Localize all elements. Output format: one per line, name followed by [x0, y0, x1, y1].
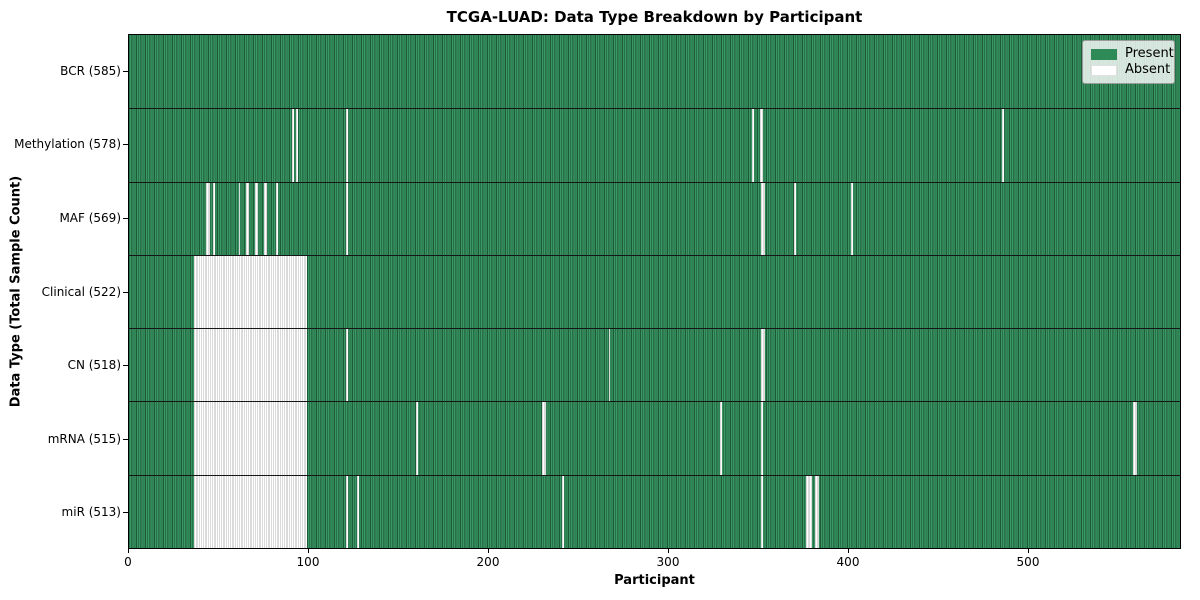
heatmap-row-bcr	[129, 35, 1180, 108]
xtick-label-0: 0	[124, 555, 132, 569]
absent-run	[851, 182, 853, 255]
ytick-mark	[123, 291, 128, 293]
xtick-label-500: 500	[1016, 555, 1040, 569]
ytick-mark	[123, 217, 128, 219]
xtick-label-400: 400	[836, 555, 860, 569]
absent-run	[213, 182, 216, 255]
ytick-label-bcr: BCR (585)	[60, 63, 121, 78]
absent-run	[276, 182, 279, 255]
xtick-label-200: 200	[476, 555, 500, 569]
ytick-mark	[123, 144, 128, 146]
absent-run	[346, 109, 349, 182]
absent-swatch	[1091, 64, 1117, 76]
absent-run	[238, 182, 241, 255]
heatmap-row-cn	[129, 328, 1180, 402]
absent-run	[263, 182, 268, 255]
legend-label: Present	[1125, 46, 1174, 61]
ytick-mark	[123, 70, 128, 72]
absent-run	[1002, 109, 1004, 182]
xtick-mark	[848, 549, 849, 553]
xtick-label-100: 100	[296, 555, 320, 569]
absent-run	[346, 475, 349, 548]
absent-run	[752, 109, 755, 182]
ytick-label-cn: CN (518)	[67, 358, 121, 373]
absent-run	[193, 255, 307, 329]
heatmap-row-maf	[129, 181, 1180, 255]
absent-run	[292, 109, 295, 182]
absent-run	[193, 402, 307, 475]
absent-run	[193, 329, 307, 402]
absent-run	[720, 402, 722, 475]
absent-run	[254, 182, 259, 255]
absent-run	[761, 182, 765, 255]
present-swatch	[1091, 48, 1117, 60]
ytick-label-mrna: mRNA (515)	[47, 431, 121, 446]
plot-area	[128, 34, 1181, 549]
absent-run	[346, 329, 349, 402]
heatmap-row-mir	[129, 474, 1180, 548]
legend-entry-present: Present	[1091, 46, 1174, 62]
heatmap-row-clinical	[129, 254, 1180, 329]
heatmap-row-mrna	[129, 401, 1180, 475]
absent-run	[1133, 402, 1137, 475]
xtick-mark	[488, 549, 489, 553]
ytick-mark	[123, 512, 128, 514]
absent-run	[346, 182, 349, 255]
absent-run	[761, 329, 765, 402]
absent-run	[759, 109, 764, 182]
absent-run	[761, 475, 764, 548]
ytick-label-maf: MAF (569)	[59, 210, 121, 225]
xtick-mark	[128, 549, 129, 553]
absent-run	[815, 475, 819, 548]
ytick-label-clinical: Clinical (522)	[41, 284, 121, 299]
absent-run	[608, 329, 611, 402]
heatmap-row-methylation	[129, 108, 1180, 182]
absent-run	[206, 182, 210, 255]
absent-run	[561, 475, 564, 548]
absent-run	[806, 475, 812, 548]
absent-run	[245, 182, 250, 255]
ytick-label-methylation: Methylation (578)	[14, 137, 121, 152]
absent-run	[542, 402, 546, 475]
xtick-mark	[308, 549, 309, 553]
chart-title: TCGA-LUAD: Data Type Breakdown by Partic…	[446, 8, 863, 26]
xtick-mark	[668, 549, 669, 553]
absent-run	[357, 475, 359, 548]
ytick-mark	[123, 365, 128, 367]
legend-entry-absent: Absent	[1091, 62, 1170, 78]
xtick-mark	[1028, 549, 1029, 553]
legend-label: Absent	[1125, 62, 1171, 77]
absent-run	[793, 182, 796, 255]
absent-run	[193, 475, 307, 548]
ytick-mark	[123, 438, 128, 440]
xtick-label-300: 300	[656, 555, 680, 569]
absent-run	[416, 402, 419, 475]
legend: Present Absent	[1082, 40, 1175, 84]
absent-run	[296, 109, 298, 182]
x-axis-label: Participant	[614, 573, 695, 588]
ytick-label-mir: miR (513)	[61, 505, 121, 520]
absent-run	[761, 402, 764, 475]
